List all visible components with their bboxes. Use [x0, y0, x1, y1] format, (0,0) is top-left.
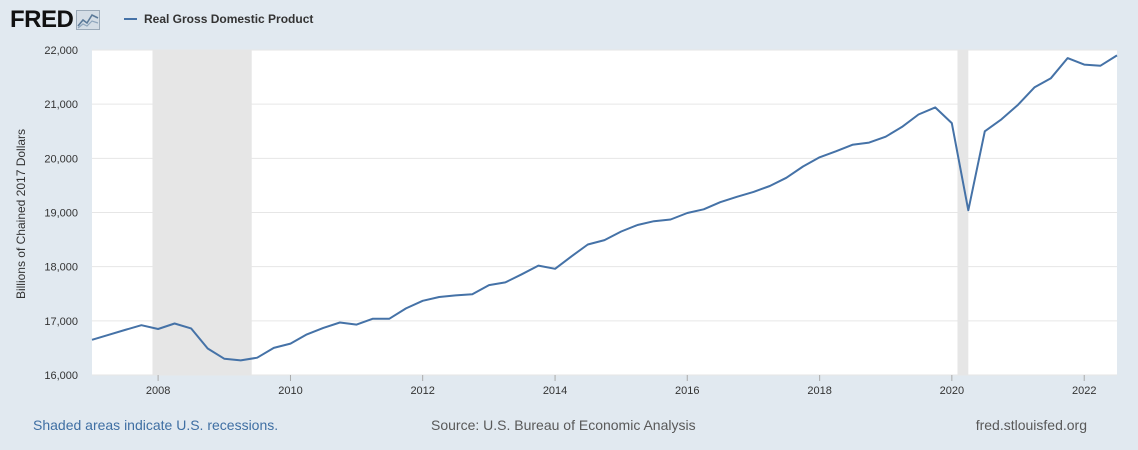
y-tick-label: 16,000: [44, 370, 78, 382]
gdp-series-line: [91, 54, 1118, 362]
line-graph-icon: [76, 10, 101, 30]
x-tick-label: 2012: [410, 385, 434, 397]
y-tick-label: 22,000: [44, 45, 78, 57]
y-tick-label: 19,000: [44, 208, 78, 220]
x-tick-label: 2022: [1072, 385, 1096, 397]
fred-logo[interactable]: FRED: [10, 6, 101, 34]
fred-site-link[interactable]: fred.stlouisfed.org: [975, 417, 1087, 433]
source-text: Source: U.S. Bureau of Economic Analysis: [431, 417, 696, 433]
y-axis-title: Billions of Chained 2017 Dollars: [14, 129, 28, 299]
x-tick-label: 2018: [807, 385, 831, 397]
x-tick-label: 2008: [146, 385, 170, 397]
chart-legend[interactable]: Real Gross Domestic Product: [124, 12, 313, 26]
legend-swatch: [124, 18, 137, 20]
legend-label: Real Gross Domestic Product: [144, 12, 314, 26]
x-tick-label: 2020: [940, 385, 964, 397]
chart-header: FRED Real Gross Domestic Product: [0, 0, 1138, 40]
y-tick-label: 18,000: [44, 262, 78, 274]
y-tick-label: 20,000: [44, 153, 78, 165]
x-tick-label: 2014: [543, 385, 567, 397]
recession-note-link[interactable]: Shaded areas indicate U.S. recessions.: [33, 417, 279, 433]
x-tick-label: 2010: [278, 385, 302, 397]
y-tick-label: 21,000: [44, 99, 78, 111]
x-tick-label: 2016: [675, 385, 699, 397]
y-tick-label: 17,000: [44, 316, 78, 328]
fred-logo-text: FRED: [10, 6, 74, 33]
